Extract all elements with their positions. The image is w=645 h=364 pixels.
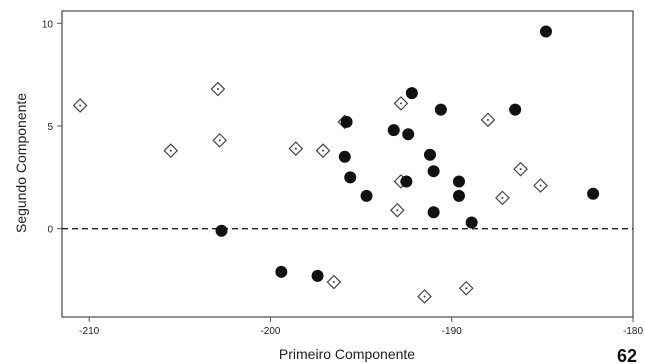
data-point-filled-circle	[311, 269, 324, 282]
diamond-marker-center	[423, 295, 426, 298]
diamond-marker-center	[294, 147, 297, 150]
diamond-marker-center	[399, 102, 402, 105]
data-point-filled-circle	[360, 189, 373, 202]
data-point-open-diamond	[72, 98, 88, 113]
data-point-filled-circle	[427, 165, 440, 178]
data-point-open-diamond	[288, 141, 304, 156]
diamond-marker-center	[322, 149, 325, 152]
diamond-marker-center	[519, 168, 522, 171]
data-point-filled-circle	[338, 150, 351, 163]
data-point-filled-circle	[539, 25, 552, 38]
data-point-open-diamond	[210, 81, 226, 97]
x-axis-ticks: -210 -200 -190 -180	[79, 317, 643, 337]
data-point-filled-circle	[400, 175, 413, 188]
x-tick-label: -210	[79, 326, 99, 337]
x-axis-title: Primeiro Componente	[279, 346, 415, 362]
x-tick-label: -180	[623, 326, 643, 337]
data-point-filled-circle	[509, 103, 522, 116]
diamond-marker-center	[396, 209, 399, 212]
y-tick-label: 10	[42, 19, 54, 30]
diamond-marker-center	[169, 149, 172, 152]
data-point-filled-circle	[387, 124, 400, 137]
data-point-open-diamond	[458, 280, 474, 296]
plot-frame	[61, 10, 634, 318]
diamond-marker-center	[218, 139, 221, 142]
data-point-filled-circle	[215, 224, 228, 237]
data-point-open-diamond	[212, 133, 228, 148]
data-point-filled-circle	[452, 189, 465, 202]
data-point-filled-circle	[427, 206, 440, 219]
data-point-filled-circle	[405, 87, 418, 100]
y-tick-label: 5	[47, 122, 53, 133]
data-point-filled-circle	[465, 216, 478, 229]
data-point-open-diamond	[163, 143, 179, 158]
data-point-open-diamond	[315, 143, 331, 158]
x-tick-label: -190	[442, 326, 462, 337]
data-point-open-diamond	[393, 96, 409, 111]
data-point-filled-circle	[340, 115, 353, 128]
data-point-open-diamond	[495, 190, 510, 206]
data-point-filled-circle	[423, 148, 436, 161]
diamond-marker-center	[501, 196, 504, 199]
data-point-open-diamond	[417, 289, 432, 304]
data-point-open-diamond	[533, 178, 548, 193]
diamond-marker-center	[216, 88, 219, 91]
y-axis-title: Segundo Componente	[13, 93, 29, 233]
data-point-open-diamond	[326, 274, 342, 290]
y-tick-label: 0	[47, 225, 53, 236]
data-point-open-diamond	[480, 112, 496, 128]
page-number: 62	[617, 346, 637, 364]
data-point-filled-circle	[452, 175, 465, 188]
data-point-filled-circle	[275, 265, 288, 278]
data-points	[72, 25, 600, 304]
diamond-marker-center	[332, 281, 335, 284]
y-axis-ticks: 0 5 10	[42, 19, 62, 236]
data-point-filled-circle	[434, 103, 447, 116]
data-point-open-diamond	[390, 202, 405, 218]
diamond-marker-center	[539, 184, 542, 187]
diamond-marker-center	[486, 118, 489, 121]
diamond-marker-center	[79, 104, 82, 107]
diamond-marker-center	[465, 287, 468, 290]
data-point-filled-circle	[344, 171, 357, 184]
data-point-filled-circle	[587, 187, 600, 200]
x-tick-label: -200	[260, 326, 280, 337]
data-point-open-diamond	[513, 161, 528, 177]
data-point-filled-circle	[402, 128, 415, 141]
